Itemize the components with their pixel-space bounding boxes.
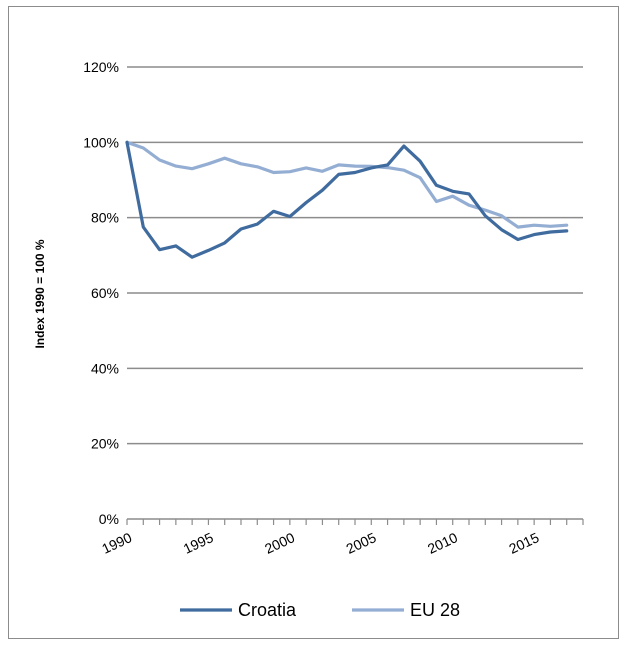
y-axis-title: Index 1990 = 100 % — [33, 239, 47, 348]
legend-label-eu-28: EU 28 — [410, 600, 460, 620]
x-axis — [126, 518, 584, 525]
series-line-croatia — [125, 140, 569, 259]
series-line-eu-28 — [125, 140, 569, 229]
x-tick-label-2010: 2010 — [425, 529, 460, 557]
x-tick-label-2005: 2005 — [344, 529, 379, 557]
y-tick-label-20: 20% — [91, 436, 119, 452]
y-tick-label-40: 40% — [91, 360, 119, 376]
x-tick-label-1995: 1995 — [181, 529, 216, 557]
legend-label-croatia: Croatia — [238, 600, 297, 620]
legend: Croatia EU 28 — [180, 600, 460, 620]
x-tick-label-1990: 1990 — [99, 529, 134, 557]
y-tick-label-120: 120% — [83, 59, 119, 75]
y-tick-label-60: 60% — [91, 285, 119, 301]
y-tick-label-0: 0% — [99, 511, 119, 527]
y-tick-label-80: 80% — [91, 210, 119, 226]
x-tick-labels: 1990 1995 2000 2005 2010 2015 — [99, 529, 541, 557]
series-lines — [125, 140, 569, 259]
x-tick-label-2000: 2000 — [262, 529, 297, 557]
chart-frame — [8, 6, 619, 639]
y-tick-labels: 0% 20% 40% 60% 80% 100% 120% — [83, 59, 119, 527]
y-tick-label-100: 100% — [83, 134, 119, 150]
x-tick-label-2015: 2015 — [506, 529, 541, 557]
